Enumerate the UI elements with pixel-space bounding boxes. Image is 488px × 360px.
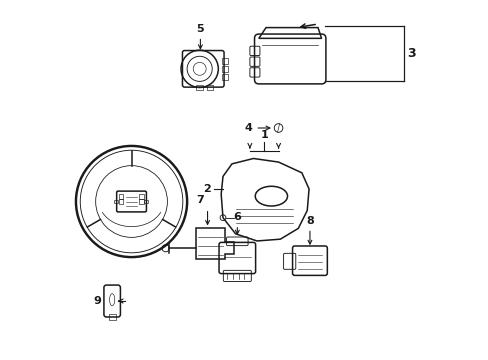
Bar <box>222 74 228 80</box>
Bar <box>139 199 143 204</box>
Bar <box>222 66 228 72</box>
Bar <box>196 85 202 90</box>
Text: 7: 7 <box>196 195 204 205</box>
Text: 6: 6 <box>233 212 241 222</box>
Text: 1: 1 <box>260 130 267 140</box>
Bar <box>222 58 228 64</box>
Bar <box>114 200 118 203</box>
Text: 3: 3 <box>407 47 415 60</box>
Bar <box>206 85 213 90</box>
Bar <box>139 194 143 199</box>
Text: 4: 4 <box>244 123 252 133</box>
Text: 8: 8 <box>305 216 313 226</box>
Text: 5: 5 <box>196 24 204 34</box>
Bar <box>108 315 115 320</box>
Bar <box>144 200 147 203</box>
Bar <box>119 194 123 199</box>
Text: 9: 9 <box>93 296 101 306</box>
Text: 2: 2 <box>203 184 211 194</box>
Bar <box>119 199 123 204</box>
